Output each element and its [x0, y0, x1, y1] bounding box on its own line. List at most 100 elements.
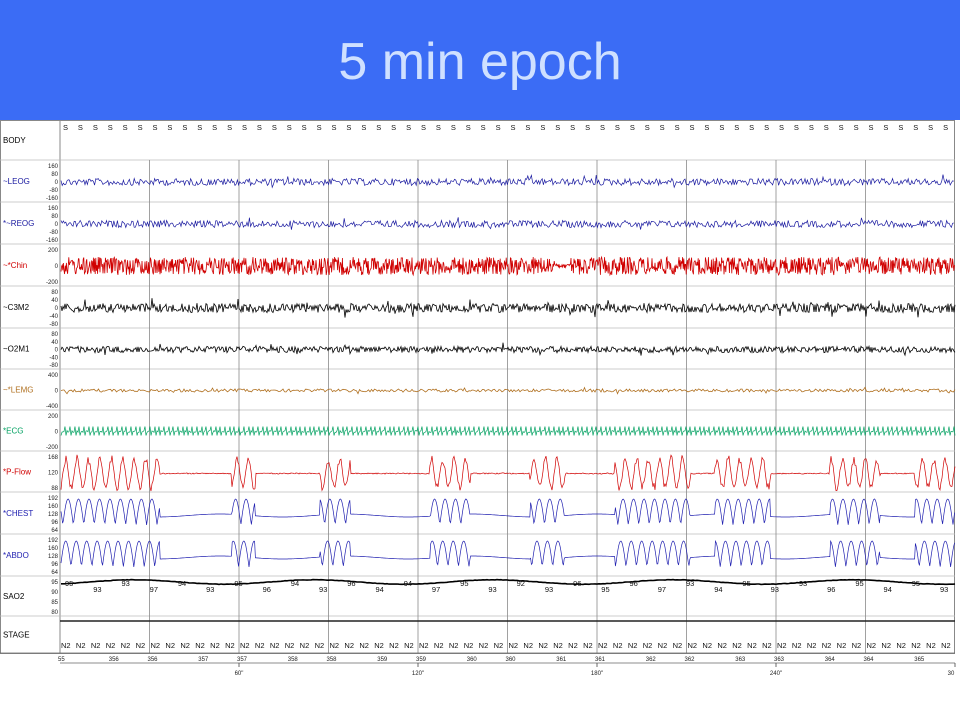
- channel-tick-label: 0: [55, 389, 59, 395]
- chart-background: [0, 120, 960, 680]
- stage-label: N2: [225, 641, 235, 650]
- pflow-trace: [60, 454, 956, 492]
- epoch-number-label: 364: [825, 657, 836, 663]
- channel-tick-label: 0: [55, 348, 59, 354]
- body-position-mark: S: [272, 123, 277, 132]
- stage-label: N2: [300, 641, 310, 650]
- epoch-number-label: 362: [646, 657, 657, 663]
- stage-label: N2: [896, 641, 906, 650]
- stage-label: N2: [911, 641, 921, 650]
- body-position-mark: S: [630, 123, 635, 132]
- stage-label: N2: [598, 641, 608, 650]
- channel-tick-label: 160: [48, 164, 59, 170]
- body-position-mark: S: [451, 123, 456, 132]
- stage-label: N2: [419, 641, 429, 650]
- channel-tick-label: 64: [51, 528, 58, 534]
- epoch-number-label: 356: [148, 657, 159, 663]
- channel-tick-label: 128: [48, 554, 59, 560]
- channel-tick-label: -400: [46, 404, 59, 410]
- channel-tick-label: 160: [48, 206, 59, 212]
- channel-label: ~C3M2: [3, 303, 30, 312]
- channel-label: SAO2: [3, 592, 25, 601]
- sao2-value-label: 95: [912, 579, 920, 588]
- body-position-mark: S: [361, 123, 366, 132]
- sao2-value-label: 93: [488, 585, 496, 594]
- body-position-mark: S: [794, 123, 799, 132]
- stage-label: N2: [255, 641, 265, 650]
- epoch-number-label: 361: [595, 657, 606, 663]
- body-position-mark: S: [704, 123, 709, 132]
- channel-tick-label: -40: [49, 314, 58, 320]
- channel-tick-label: 192: [48, 496, 59, 502]
- sao2-value-label: 95: [601, 585, 609, 594]
- channel-tick-label: -80: [49, 322, 58, 328]
- channel-tick-label: 80: [51, 290, 58, 296]
- stage-label: N2: [315, 641, 325, 650]
- body-position-mark: S: [302, 123, 307, 132]
- chart-frame: [0, 120, 955, 654]
- stage-label: N2: [807, 641, 817, 650]
- stage-label: N2: [926, 641, 936, 650]
- sao2-value-label: 94: [884, 585, 892, 594]
- sao2-value-label: 95: [855, 579, 863, 588]
- sao2-value-label: 95: [65, 579, 73, 588]
- stage-label: N2: [195, 641, 205, 650]
- channel-tick-label: 96: [51, 562, 58, 568]
- body-position-mark: S: [615, 123, 620, 132]
- body-position-mark: S: [555, 123, 560, 132]
- body-position-mark: S: [913, 123, 918, 132]
- epoch-number-label: 358: [288, 657, 299, 663]
- grid-layer: [0, 120, 956, 667]
- stage-label: N2: [330, 641, 340, 650]
- channel-label: ~O2M1: [3, 345, 30, 354]
- sao2-value-label: 93: [799, 579, 807, 588]
- stage-label: N2: [837, 641, 847, 650]
- body-position-mark: S: [645, 123, 650, 132]
- stage-label: N2: [747, 641, 757, 650]
- reog-trace: [60, 217, 954, 230]
- channel-tick-label: 80: [51, 214, 58, 220]
- stage-label: N2: [792, 641, 802, 650]
- sao2-value-label: 94: [404, 579, 412, 588]
- channel-tick-label: 120: [48, 471, 59, 477]
- epoch-number-label: 362: [685, 657, 696, 663]
- stage-label: N2: [509, 641, 519, 650]
- stage-label: N2: [658, 641, 668, 650]
- channel-tick-label: 85: [51, 600, 58, 606]
- sao2-value-label: 93: [940, 585, 948, 594]
- epoch-number-label: 55: [58, 657, 65, 663]
- body-position-mark: S: [331, 123, 336, 132]
- epoch-number-label: 356: [109, 657, 120, 663]
- epoch-number-label: 359: [377, 657, 388, 663]
- body-position-mark: S: [540, 123, 545, 132]
- sao2-value-label: 96: [347, 579, 355, 588]
- stage-label: N2: [717, 641, 727, 650]
- channel-tick-label: 80: [51, 610, 58, 616]
- ecg-trace: [60, 426, 956, 436]
- channel-tick-label: 88: [51, 486, 58, 492]
- traces-layer: [60, 173, 956, 622]
- time-tick-label: 120": [412, 671, 424, 677]
- channel-tick-label: 0: [55, 180, 59, 186]
- body-position-mark: S: [883, 123, 888, 132]
- sao2-value-label: 95: [460, 579, 468, 588]
- body-position-mark: S: [78, 123, 83, 132]
- time-tick-label: 240": [770, 671, 782, 677]
- channel-tick-label: 80: [51, 172, 58, 178]
- body-position-mark: S: [660, 123, 665, 132]
- body-position-mark: S: [63, 123, 68, 132]
- time-tick-label: 180": [591, 671, 603, 677]
- epoch-number-label: 360: [467, 657, 478, 663]
- stage-label: N2: [777, 641, 787, 650]
- stage-label: N2: [165, 641, 175, 650]
- body-position-mark: S: [93, 123, 98, 132]
- epoch-number-label: 358: [327, 657, 338, 663]
- body-position-mark: S: [138, 123, 143, 132]
- sao2-value-label: 92: [517, 579, 525, 588]
- body-position-mark: S: [123, 123, 128, 132]
- channel-label: BODY: [3, 136, 26, 145]
- lemg-trace: [60, 386, 956, 395]
- sao2-value-label: 96: [263, 585, 271, 594]
- channel-tick-label: 95: [51, 580, 58, 586]
- channel-label: ~*LEMG: [3, 386, 33, 395]
